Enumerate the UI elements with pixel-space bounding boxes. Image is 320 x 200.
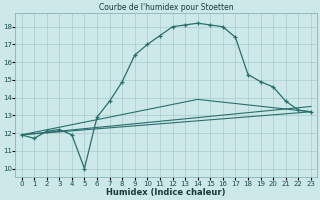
X-axis label: Humidex (Indice chaleur): Humidex (Indice chaleur)	[107, 188, 226, 197]
Title: Courbe de l'humidex pour Stoetten: Courbe de l'humidex pour Stoetten	[99, 3, 234, 12]
